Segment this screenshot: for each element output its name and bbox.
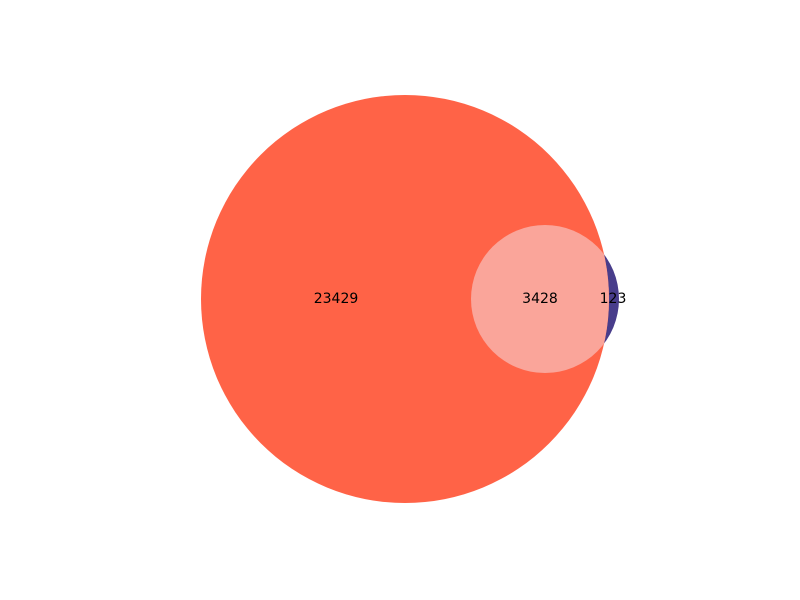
set-a-circle: [201, 95, 609, 503]
intersection-region: [471, 225, 609, 373]
only-b-label: 123: [600, 291, 627, 307]
only-a-label: 23429: [314, 291, 359, 307]
intersection-label: 3428: [522, 291, 558, 307]
